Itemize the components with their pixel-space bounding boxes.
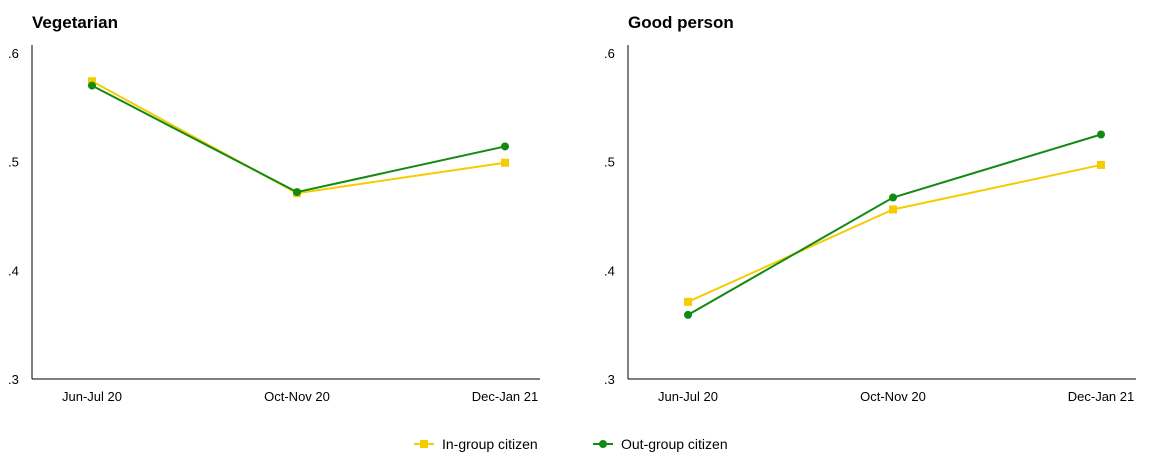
x-tick-label: Dec-Jan 21 (472, 389, 538, 404)
legend-label: Out-group citizen (621, 436, 728, 452)
x-tick-label: Jun-Jul 20 (62, 389, 122, 404)
y-tick-label: .3 (604, 372, 615, 387)
y-tick-label: .6 (8, 46, 19, 61)
panel-vegetarian: Vegetarian .3 .4 .5 .6 Jun-Jul 20 Oct-Nov 20 De… (8, 13, 540, 404)
data-point-in-group (88, 77, 96, 86)
y-tick-label: .3 (8, 372, 19, 387)
series-line-out-group (687, 133, 1102, 316)
legend-marker-circle (599, 440, 607, 448)
y-tick-label: .5 (8, 155, 19, 170)
data-point-in-group (1097, 160, 1105, 169)
legend: In-group citizen Out-group citizen (414, 436, 728, 452)
data-point-in-group (684, 297, 692, 306)
data-point-out-group (1097, 130, 1105, 139)
y-tick-label: .4 (604, 263, 615, 278)
panel-title: Good person (628, 13, 734, 32)
legend-label: In-group citizen (442, 436, 538, 452)
y-tick-label: .5 (604, 155, 615, 170)
data-point-in-group (889, 205, 897, 214)
data-point-in-group (501, 158, 509, 167)
data-point-out-group (501, 142, 509, 151)
data-point-out-group (88, 81, 96, 90)
y-tick-label: .4 (8, 263, 19, 278)
x-tick-label: Dec-Jan 21 (1068, 389, 1134, 404)
x-tick-label: Oct-Nov 20 (264, 389, 330, 404)
x-tick-label: Jun-Jul 20 (658, 389, 718, 404)
data-point-out-group (293, 188, 301, 197)
panel-good-person: Good person .3 .4 .5 .6 Jun-Jul 20 Oct-Nov 20 D… (604, 13, 1136, 404)
data-point-out-group (684, 310, 692, 319)
series-line-out-group (91, 84, 506, 194)
series-line-in-group (687, 163, 1102, 303)
y-tick-label: .6 (604, 46, 615, 61)
data-point-out-group (889, 193, 897, 202)
legend-marker-square (420, 440, 428, 448)
panel-title: Vegetarian (32, 13, 118, 32)
x-tick-label: Oct-Nov 20 (860, 389, 926, 404)
series-line-in-group (91, 80, 506, 195)
